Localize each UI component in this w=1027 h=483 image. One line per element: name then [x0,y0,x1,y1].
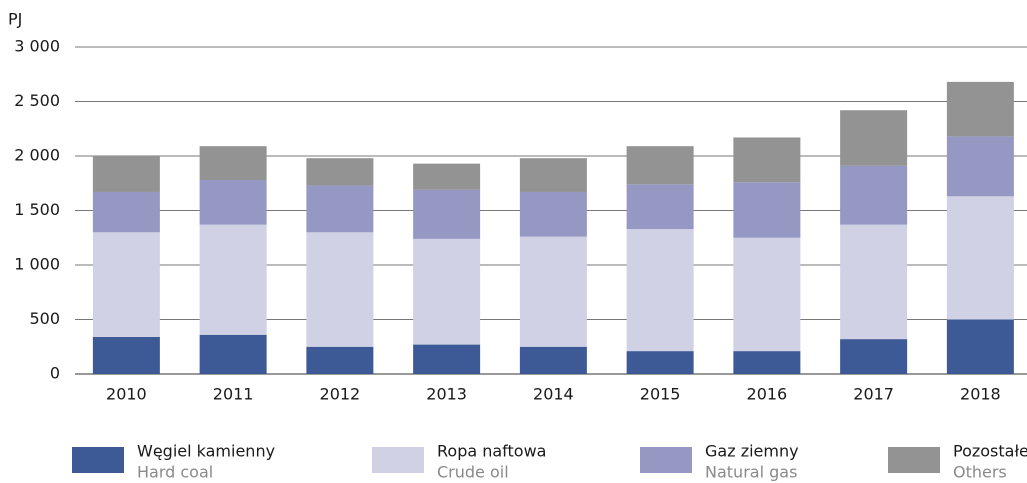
bar-segment [92,336,160,374]
y-axis-label: PJ [8,10,22,29]
bar-segment [946,319,1014,374]
bar-segment [519,158,587,192]
bar-segment [199,224,267,335]
x-tick-label: 2011 [213,385,254,404]
bar-segment [199,146,267,180]
bar-segment [306,346,374,374]
y-tick-label: 3 000 [14,37,60,56]
bar-segment [946,81,1014,137]
bar-segment [733,137,801,183]
x-tick-label: 2017 [853,385,894,404]
legend-label-en: Others [953,463,1007,482]
legend-swatch [640,447,692,473]
x-tick-label: 2018 [960,385,1001,404]
x-tick-label: 2010 [106,385,147,404]
bar-segment [840,110,908,166]
bar-segment [519,191,587,237]
x-tick-label: 2016 [747,385,788,404]
bar-segment [626,146,694,185]
bar-segment [626,184,694,230]
bar-segment [199,179,267,225]
x-tick-label: 2012 [320,385,361,404]
bar-segment [840,165,908,225]
y-tick-label: 1 500 [14,200,60,219]
bar-segment [306,185,374,233]
bar-segment [413,189,481,239]
bar-segment [946,196,1014,320]
legend-label: Gaz ziemny [705,442,799,461]
legend-label-en: Hard coal [137,463,213,482]
bar-segment [733,237,801,352]
y-tick-label: 0 [50,364,60,383]
y-tick-label: 500 [29,309,60,328]
bar-segment [92,232,160,337]
x-tick-label: 2013 [426,385,467,404]
y-tick-label: 1 000 [14,255,60,274]
bar-segment [413,344,481,374]
bar-segment [733,351,801,374]
x-tick-label: 2014 [533,385,574,404]
bar-segment [92,156,160,192]
bar-segment [413,238,481,345]
x-tick-label: 2015 [640,385,681,404]
legend-label: Ropa naftowa [437,442,546,461]
bar-segment [92,191,160,233]
y-tick-label: 2 000 [14,146,60,165]
legend-swatch [372,447,424,473]
bar-segment [306,158,374,186]
legend-swatch [888,447,940,473]
bar-segment [519,236,587,347]
legend-label: Węgiel kamienny [137,442,275,461]
bar-segment [626,229,694,352]
bar-segment [626,351,694,374]
bar-segment [199,334,267,374]
legend-label-en: Natural gas [705,463,797,482]
bar-segment [946,136,1014,197]
bar-segment [519,346,587,374]
legend-label-en: Crude oil [437,463,509,482]
bar-segment [413,163,481,190]
legend-swatch [72,447,124,473]
legend-label: Pozostałe [953,442,1027,461]
bar-segment [840,224,908,340]
bar-segment [733,182,801,238]
bar-segment [840,339,908,374]
y-tick-label: 2 500 [14,91,60,110]
bar-segment [306,232,374,347]
